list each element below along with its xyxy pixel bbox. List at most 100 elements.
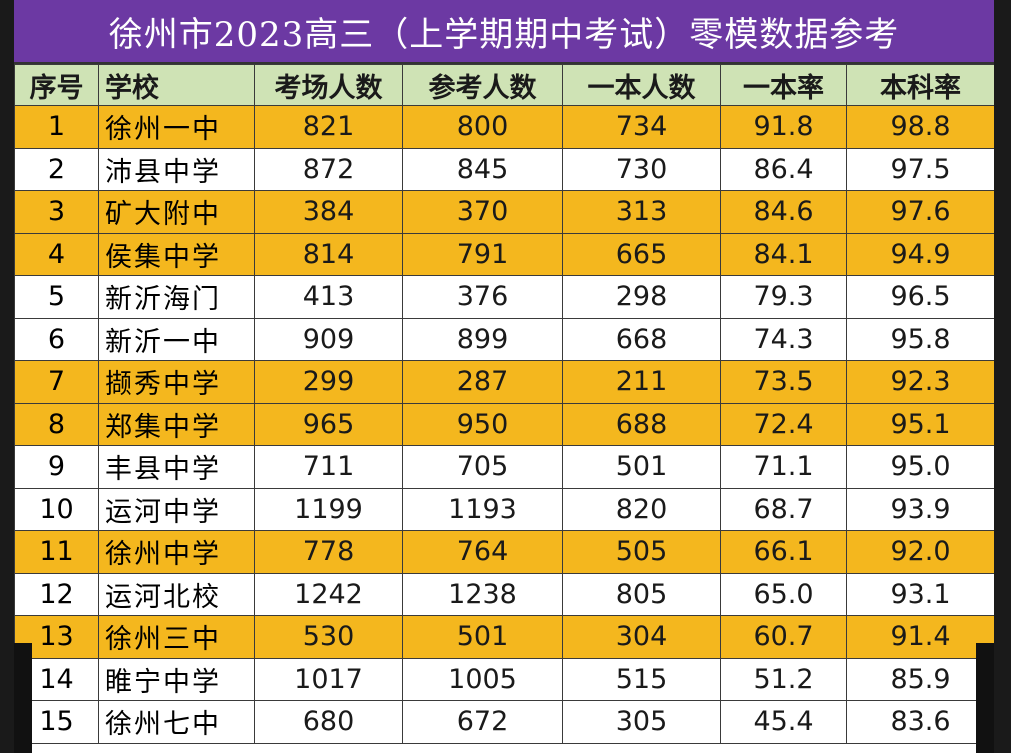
table-row: 12 运河北校 1242 1238 805 65.0 93.1 — [14, 572, 994, 616]
cell-no: 14 — [14, 657, 99, 701]
table-row: 13 徐州三中 530 501 304 60.7 91.4 — [14, 615, 994, 659]
cell-school: 丰县中学 — [98, 445, 255, 489]
cell-tier1-count: 665 — [562, 232, 721, 276]
cell-tier1-rate: 91.8 — [720, 105, 847, 149]
cell-exam-count: 413 — [254, 275, 403, 319]
cell-takers: 1238 — [402, 572, 563, 616]
cell-takers: 800 — [402, 105, 563, 149]
cell-tier1-rate: 51.2 — [720, 657, 847, 701]
table-row: 15 徐州七中 680 672 305 45.4 83.6 — [14, 700, 994, 744]
cell-takers: 1005 — [402, 657, 563, 701]
cell-tier1-rate: 65.0 — [720, 572, 847, 616]
cell-tier1-rate: 79.3 — [720, 275, 847, 319]
cell-school: 徐州七中 — [98, 700, 255, 744]
cell-school: 沛县中学 — [98, 147, 255, 191]
cell-exam-count: 778 — [254, 530, 403, 574]
cell-bachelor-rate: 96.5 — [846, 275, 994, 319]
cell-tier1-rate: 84.6 — [720, 190, 847, 234]
cell-takers: 501 — [402, 615, 563, 659]
cell-exam-count: 711 — [254, 445, 403, 489]
cell-bachelor-rate: 83.6 — [846, 700, 994, 744]
table-row: 7 撷秀中学 299 287 211 73.5 92.3 — [14, 360, 994, 404]
cell-bachelor-rate: 85.9 — [846, 657, 994, 701]
cell-tier1-count: 515 — [562, 657, 721, 701]
cell-tier1-rate: 66.1 — [720, 530, 847, 574]
cell-school: 运河中学 — [98, 487, 255, 531]
cell-bachelor-rate: 91.4 — [846, 615, 994, 659]
cell-exam-count: 1199 — [254, 487, 403, 531]
table-row: 3 矿大附中 384 370 313 84.6 97.6 — [14, 190, 994, 234]
table-row: 10 运河中学 1199 1193 820 68.7 93.9 — [14, 487, 994, 531]
cell-school: 徐州三中 — [98, 615, 255, 659]
table-row: 9 丰县中学 711 705 501 71.1 95.0 — [14, 445, 994, 489]
cell-takers: 791 — [402, 232, 563, 276]
cell-bachelor-rate: 97.6 — [846, 190, 994, 234]
table-row: 14 睢宁中学 1017 1005 515 51.2 85.9 — [14, 657, 994, 701]
cell-bachelor-rate: 94.9 — [846, 232, 994, 276]
cell-exam-count: 384 — [254, 190, 403, 234]
cell-exam-count: 299 — [254, 360, 403, 404]
cell-takers: 705 — [402, 445, 563, 489]
cell-bachelor-rate: 92.0 — [846, 530, 994, 574]
cell-tier1-rate: 68.7 — [720, 487, 847, 531]
cell-school: 睢宁中学 — [98, 657, 255, 701]
cell-school: 新沂一中 — [98, 317, 255, 361]
cell-exam-count: 1242 — [254, 572, 403, 616]
cell-takers: 764 — [402, 530, 563, 574]
cell-takers: 287 — [402, 360, 563, 404]
cell-tier1-count: 668 — [562, 317, 721, 361]
cell-no: 13 — [14, 615, 99, 659]
cell-tier1-count: 734 — [562, 105, 721, 149]
cell-tier1-count: 298 — [562, 275, 721, 319]
cell-tier1-rate: 73.5 — [720, 360, 847, 404]
cell-tier1-rate: 60.7 — [720, 615, 847, 659]
cell-no: 9 — [14, 445, 99, 489]
cell-no: 15 — [14, 700, 99, 744]
cell-no: 11 — [14, 530, 99, 574]
cell-no: 7 — [14, 360, 99, 404]
data-sheet: 徐州市2023高三（上学期期中考试）零模数据参考 序号 学校 考场人数 参考人数… — [14, 0, 994, 753]
cell-bachelor-rate: 97.5 — [846, 147, 994, 191]
header-row: 序号 学校 考场人数 参考人数 一本人数 一本率 本科率 — [14, 64, 994, 106]
cell-school: 新沂海门 — [98, 275, 255, 319]
cell-takers: 845 — [402, 147, 563, 191]
cell-no: 12 — [14, 572, 99, 616]
cell-bachelor-rate: 95.8 — [846, 317, 994, 361]
cell-school: 郑集中学 — [98, 402, 255, 446]
cell-takers: 370 — [402, 190, 563, 234]
cell-tier1-rate: 86.4 — [720, 147, 847, 191]
cell-bachelor-rate: 92.3 — [846, 360, 994, 404]
table-row: 4 侯集中学 814 791 665 84.1 94.9 — [14, 232, 994, 276]
cell-tier1-count: 505 — [562, 530, 721, 574]
table-row: 1 徐州一中 821 800 734 91.8 98.8 — [14, 105, 994, 149]
cell-bachelor-rate: 95.1 — [846, 402, 994, 446]
cell-exam-count: 965 — [254, 402, 403, 446]
cell-exam-count: 909 — [254, 317, 403, 361]
cell-no: 3 — [14, 190, 99, 234]
col-header-takers: 参考人数 — [402, 64, 563, 106]
col-header-exam-count: 考场人数 — [254, 64, 403, 106]
cell-exam-count: 821 — [254, 105, 403, 149]
cell-tier1-count: 305 — [562, 700, 721, 744]
cell-school: 徐州中学 — [98, 530, 255, 574]
cell-school: 侯集中学 — [98, 232, 255, 276]
col-header-tier1-count: 一本人数 — [562, 64, 721, 106]
school-stats-table: 序号 学校 考场人数 参考人数 一本人数 一本率 本科率 1 徐州一中 821 800… — [14, 64, 994, 744]
cell-takers: 1193 — [402, 487, 563, 531]
col-header-no: 序号 — [14, 64, 99, 106]
col-header-school: 学校 — [98, 64, 255, 106]
cell-takers: 672 — [402, 700, 563, 744]
cell-school: 矿大附中 — [98, 190, 255, 234]
cell-tier1-rate: 71.1 — [720, 445, 847, 489]
cell-tier1-rate: 74.3 — [720, 317, 847, 361]
cell-tier1-count: 304 — [562, 615, 721, 659]
table-row: 5 新沂海门 413 376 298 79.3 96.5 — [14, 275, 994, 319]
table-title: 徐州市2023高三（上学期期中考试）零模数据参考 — [14, 0, 994, 64]
cell-tier1-count: 211 — [562, 360, 721, 404]
cell-exam-count: 530 — [254, 615, 403, 659]
cell-tier1-rate: 72.4 — [720, 402, 847, 446]
cell-exam-count: 814 — [254, 232, 403, 276]
cell-no: 1 — [14, 105, 99, 149]
cell-tier1-count: 313 — [562, 190, 721, 234]
table-row: 2 沛县中学 872 845 730 86.4 97.5 — [14, 147, 994, 191]
